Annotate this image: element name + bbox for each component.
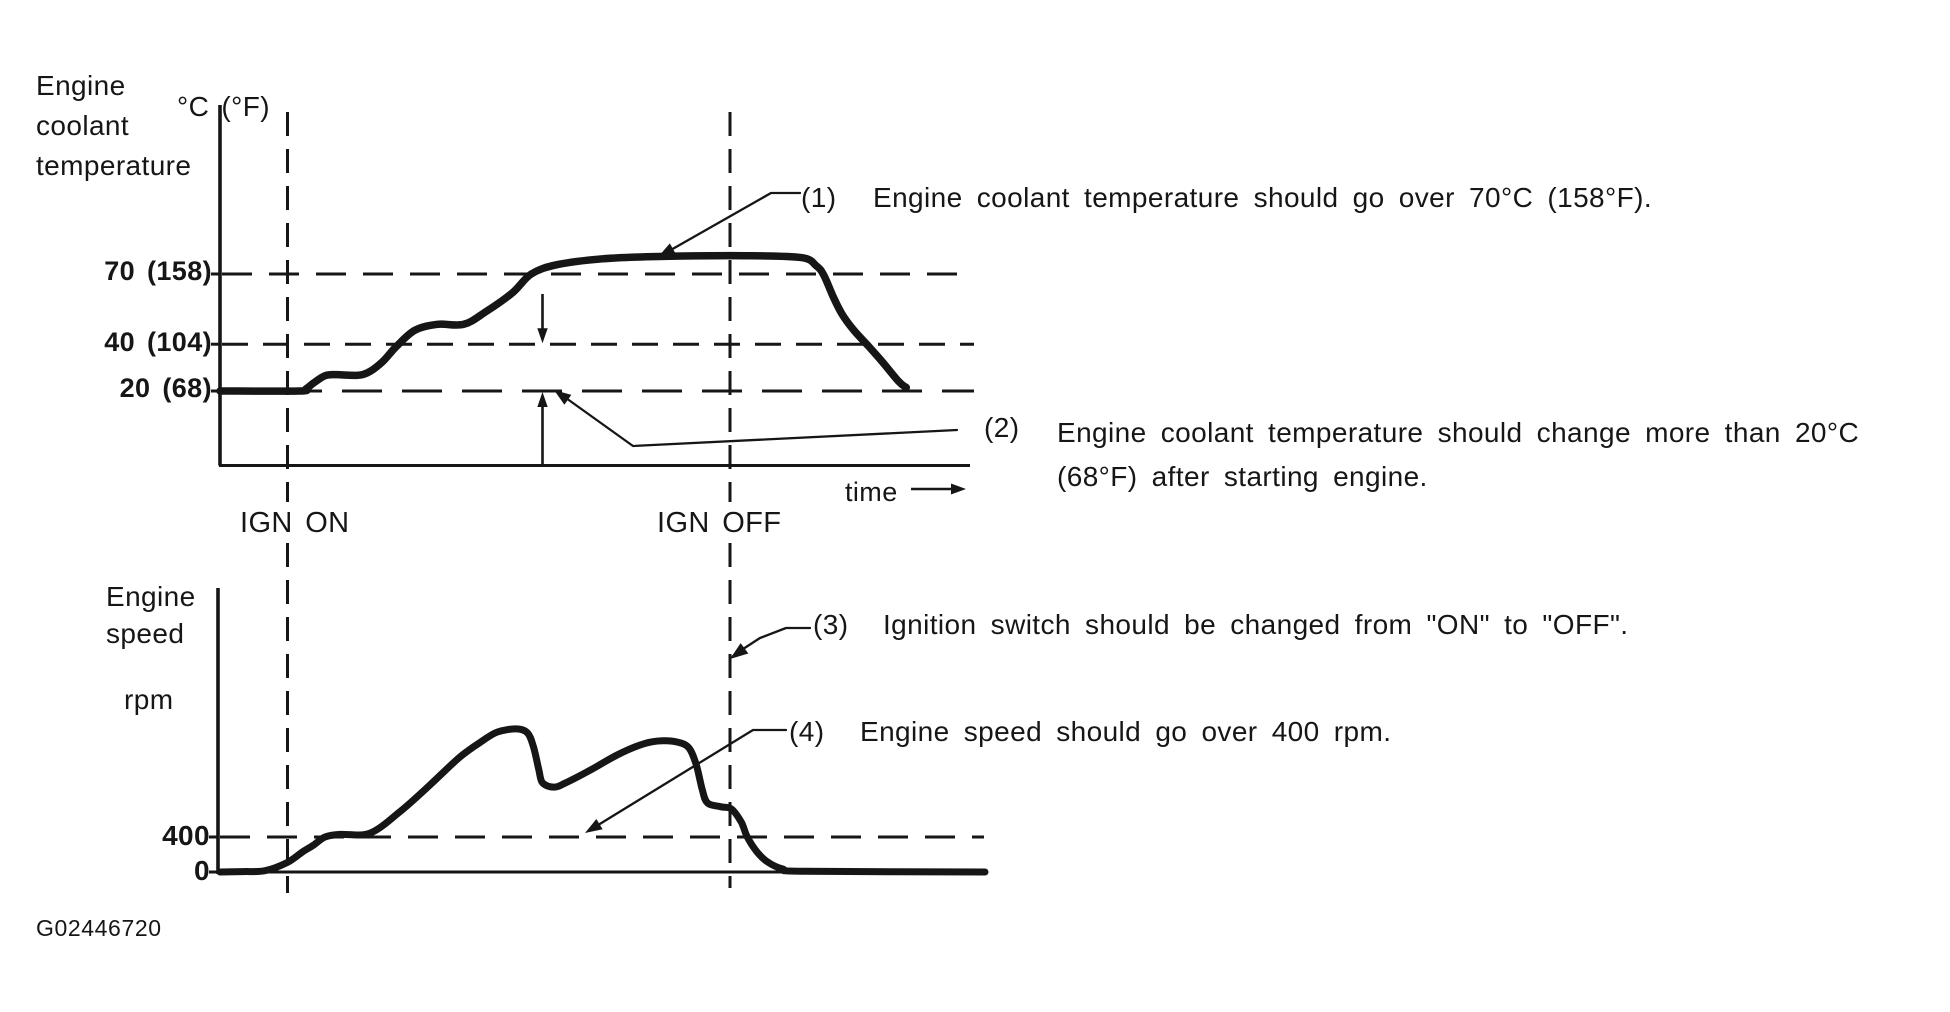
- annotation-1-leader: [660, 191, 802, 257]
- annotation-2-arrowhead: [554, 390, 572, 405]
- coolant-unit-label: °C (°F): [177, 91, 270, 122]
- annotation-3-arrowhead: [730, 643, 749, 659]
- annotation-2-line1: Engine coolant temperature should change…: [1057, 417, 1860, 448]
- annotation-2-number: (2): [984, 412, 1020, 443]
- ign-off-label: IGN OFF: [657, 507, 782, 539]
- figure-code: G02446720: [36, 915, 162, 941]
- coolant-title-line3: temperature: [36, 150, 192, 181]
- coolant-tick-40: 40 (104): [104, 327, 212, 357]
- annotation-3-number: (3): [813, 609, 849, 640]
- coolant-tick-20: 20 (68): [119, 373, 212, 403]
- annotation-2-line2: (68°F) after starting engine.: [1057, 461, 1428, 492]
- dimension-up-arrowhead: [537, 392, 548, 407]
- speed-title-line1: Engine: [106, 581, 196, 612]
- time-arrow-head: [951, 483, 966, 495]
- speed-title-line2: speed: [106, 618, 185, 649]
- coolant-tick-70: 70 (158): [104, 256, 212, 286]
- time-axis-label: time: [845, 477, 898, 507]
- ign-on-label: IGN ON: [240, 507, 350, 539]
- annotation-4-text: Engine speed should go over 400 rpm.: [860, 716, 1392, 747]
- annotation-2-leader: [557, 391, 959, 448]
- speed-tick-400: 400: [162, 820, 210, 851]
- engine-coolant-temperature-curve: [216, 251, 911, 395]
- annotation-4-number: (4): [789, 716, 825, 747]
- speed-chart-title: Engine speed: [106, 578, 196, 652]
- annotation-4-leader: [588, 728, 788, 832]
- annotation-4-arrowhead: [585, 818, 603, 833]
- annotation-1-number: (1): [801, 182, 837, 213]
- speed-tick-0: 0: [194, 855, 210, 886]
- engine-speed-curve: [216, 725, 989, 876]
- coolant-chart-title: Engine coolant temperature: [36, 66, 191, 186]
- speed-unit-label: rpm: [124, 684, 174, 715]
- annotation-1-text: Engine coolant temperature should go ove…: [873, 182, 1653, 213]
- annotation-2-text: Engine coolant temperature should change…: [1057, 411, 1859, 499]
- coolant-title-line2: coolant: [36, 110, 130, 141]
- dimension-down-arrowhead: [537, 328, 548, 344]
- annotation-3-text: Ignition switch should be changed from "…: [883, 609, 1629, 640]
- coolant-title-line1: Engine: [36, 70, 126, 101]
